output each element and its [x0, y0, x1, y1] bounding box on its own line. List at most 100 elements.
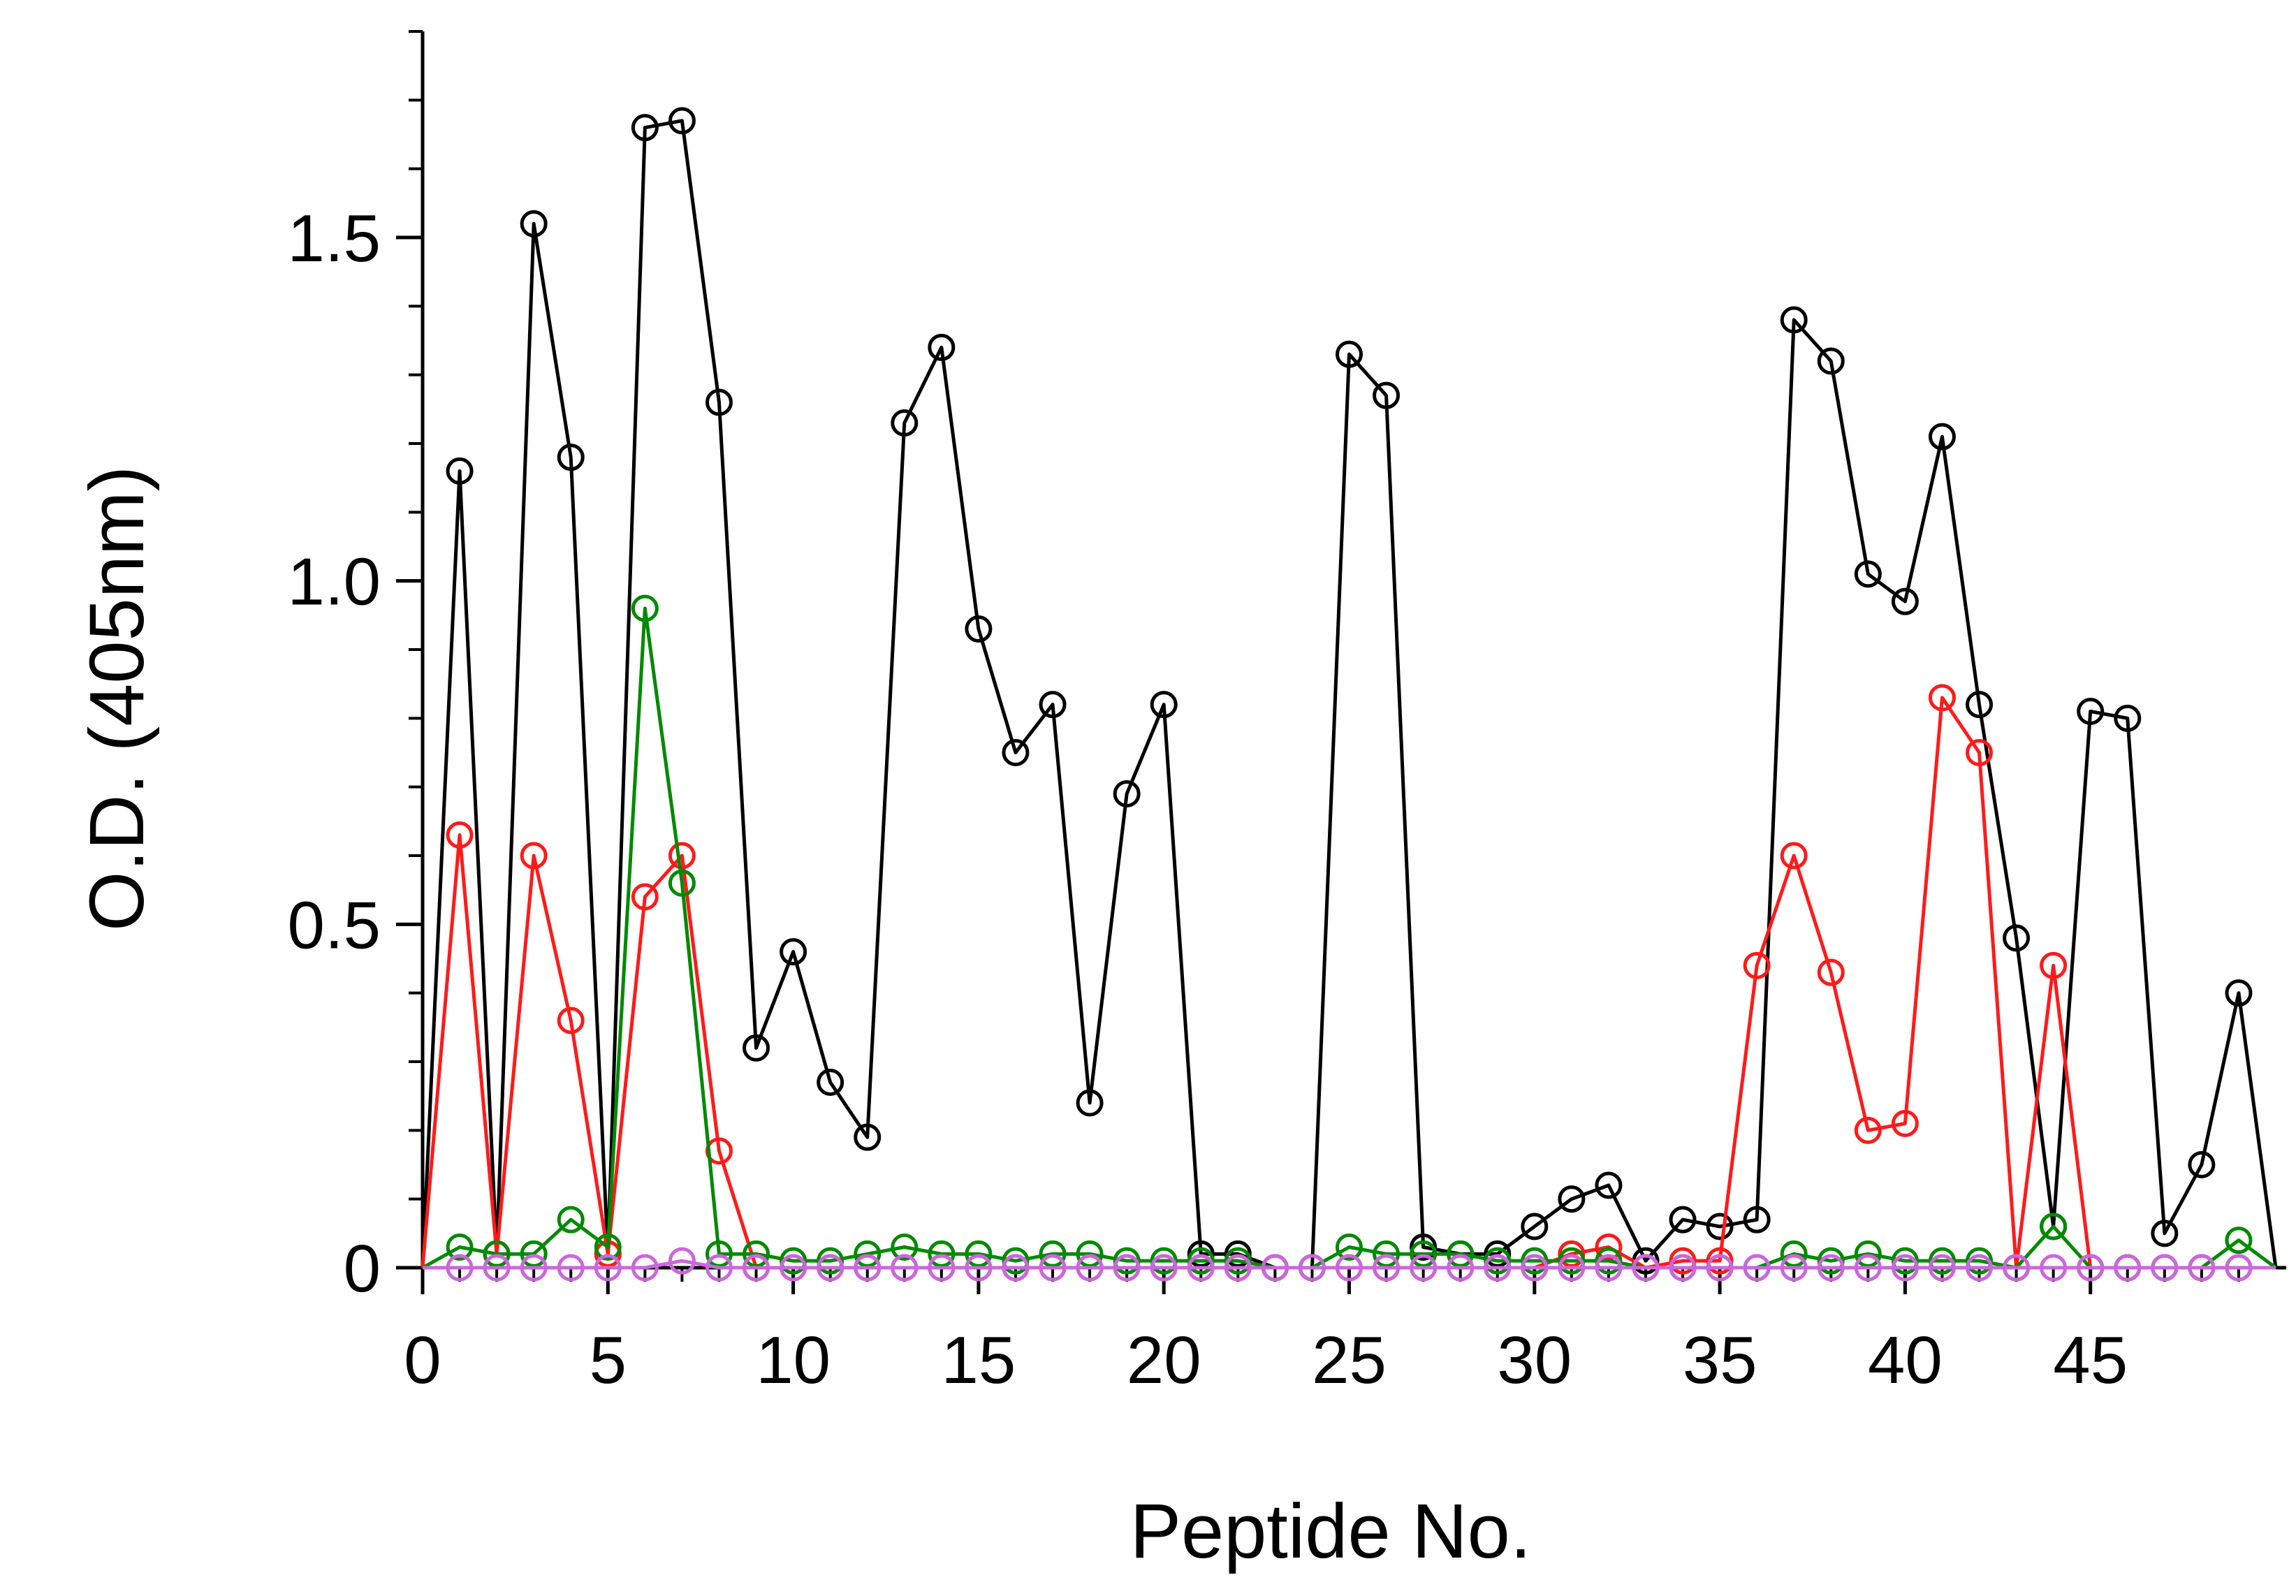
data-point-red [1966, 739, 1994, 766]
data-point-red [1780, 842, 1808, 870]
x-tick-label: 0 [404, 1323, 441, 1398]
x-tick-label: 35 [1683, 1323, 1757, 1398]
data-point-black [1780, 306, 1808, 334]
data-point-violet [1039, 1254, 1067, 1282]
data-point-violet [668, 1247, 696, 1275]
data-point-green [891, 1233, 919, 1261]
data-point-red [2040, 951, 2068, 979]
data-point-red [446, 821, 474, 849]
data-point-green [1336, 1233, 1363, 1261]
data-point-green [2225, 1227, 2253, 1254]
data-point-violet [1373, 1254, 1401, 1282]
data-point-black [928, 333, 956, 361]
x-tick-label: 25 [1312, 1323, 1387, 1398]
data-point-green [1780, 1240, 1808, 1268]
data-point-violet [1854, 1254, 1882, 1282]
data-point-violet [2003, 1254, 2031, 1282]
data-point-green [631, 594, 659, 622]
data-point-green [446, 1233, 474, 1261]
series-red [421, 684, 2276, 1282]
data-point-black [2003, 924, 2031, 952]
ticks-layer: 0 0.5 1.0 1.5 0 5 10 15 20 25 30 35 40 45 [288, 30, 2240, 1398]
series-line-green [421, 606, 2277, 1270]
data-point-black [1966, 691, 1994, 719]
data-point-black [631, 114, 659, 142]
x-tick-label: 5 [590, 1323, 627, 1398]
data-point-green [668, 869, 696, 897]
data-point-black [780, 938, 807, 966]
data-point-violet [1113, 1254, 1141, 1282]
data-point-black [668, 107, 696, 135]
data-point-violet [2188, 1254, 2216, 1282]
data-point-green [1484, 1247, 1512, 1275]
data-point-red [1854, 1116, 1882, 1144]
data-point-black [1224, 1240, 1252, 1268]
data-point-black [1521, 1213, 1549, 1240]
data-point-violet [928, 1254, 956, 1282]
data-point-black [965, 615, 993, 643]
data-point-black [2077, 698, 2105, 725]
data-point-black [817, 1069, 844, 1096]
data-point-green [1113, 1247, 1141, 1275]
series-violet [423, 1247, 2276, 1282]
data-point-black [1484, 1240, 1512, 1268]
data-point-black [1706, 1213, 1734, 1240]
data-point-violet [1966, 1254, 1994, 1282]
data-point-green [520, 1240, 548, 1268]
data-point-black [557, 444, 585, 471]
data-point-violet [631, 1254, 659, 1282]
data-point-violet [1076, 1254, 1104, 1282]
data-point-black [2225, 979, 2253, 1007]
data-point-red [1817, 958, 1845, 986]
data-point-red [1928, 684, 1956, 712]
data-point-green [1150, 1247, 1178, 1275]
data-point-green [1002, 1247, 1030, 1275]
data-point-black [1817, 347, 1845, 375]
x-tick-label: 30 [1497, 1323, 1572, 1398]
data-point-violet [1595, 1254, 1623, 1282]
data-point-red [1595, 1233, 1623, 1261]
data-point-red [1558, 1240, 1586, 1268]
data-point-green [705, 1240, 733, 1268]
y-tick-label: 0.5 [288, 888, 381, 962]
x-tick-label: 20 [1127, 1323, 1201, 1398]
data-point-green [1187, 1247, 1215, 1275]
data-point-green [780, 1247, 807, 1275]
data-point-black [1187, 1240, 1215, 1268]
data-point-violet [2225, 1254, 2253, 1282]
data-point-green [1891, 1247, 1919, 1275]
data-point-green [1558, 1247, 1586, 1275]
data-point-violet [1298, 1254, 1326, 1282]
y-axis-title: O.D. (405nm) [74, 466, 160, 931]
data-point-green [1854, 1240, 1882, 1268]
data-point-black [1002, 739, 1030, 766]
data-point-violet [891, 1254, 919, 1282]
data-point-violet [965, 1254, 993, 1282]
data-point-black [854, 1123, 882, 1151]
data-point-black [1854, 560, 1882, 588]
data-point-violet [557, 1254, 585, 1282]
data-point-violet [1187, 1254, 1215, 1282]
series-black [421, 107, 2278, 1282]
data-point-violet [1224, 1254, 1252, 1282]
data-point-violet [1632, 1254, 1660, 1282]
data-point-green [1224, 1247, 1252, 1275]
data-point-black [1928, 423, 1956, 451]
data-point-red [1743, 951, 1771, 979]
data-point-red [631, 883, 659, 911]
data-point-green [1076, 1240, 1104, 1268]
series-line-black [421, 119, 2278, 1270]
data-point-green [1521, 1247, 1549, 1275]
data-point-violet [2151, 1254, 2179, 1282]
data-point-black [1336, 340, 1363, 368]
data-point-violet [705, 1254, 733, 1282]
data-point-green [928, 1240, 956, 1268]
data-point-green [483, 1240, 511, 1268]
x-tick-label: 45 [2053, 1323, 2128, 1398]
data-point-black [2151, 1220, 2179, 1247]
data-point-violet [2077, 1254, 2105, 1282]
data-point-violet [1150, 1254, 1178, 1282]
data-point-violet [1817, 1254, 1845, 1282]
